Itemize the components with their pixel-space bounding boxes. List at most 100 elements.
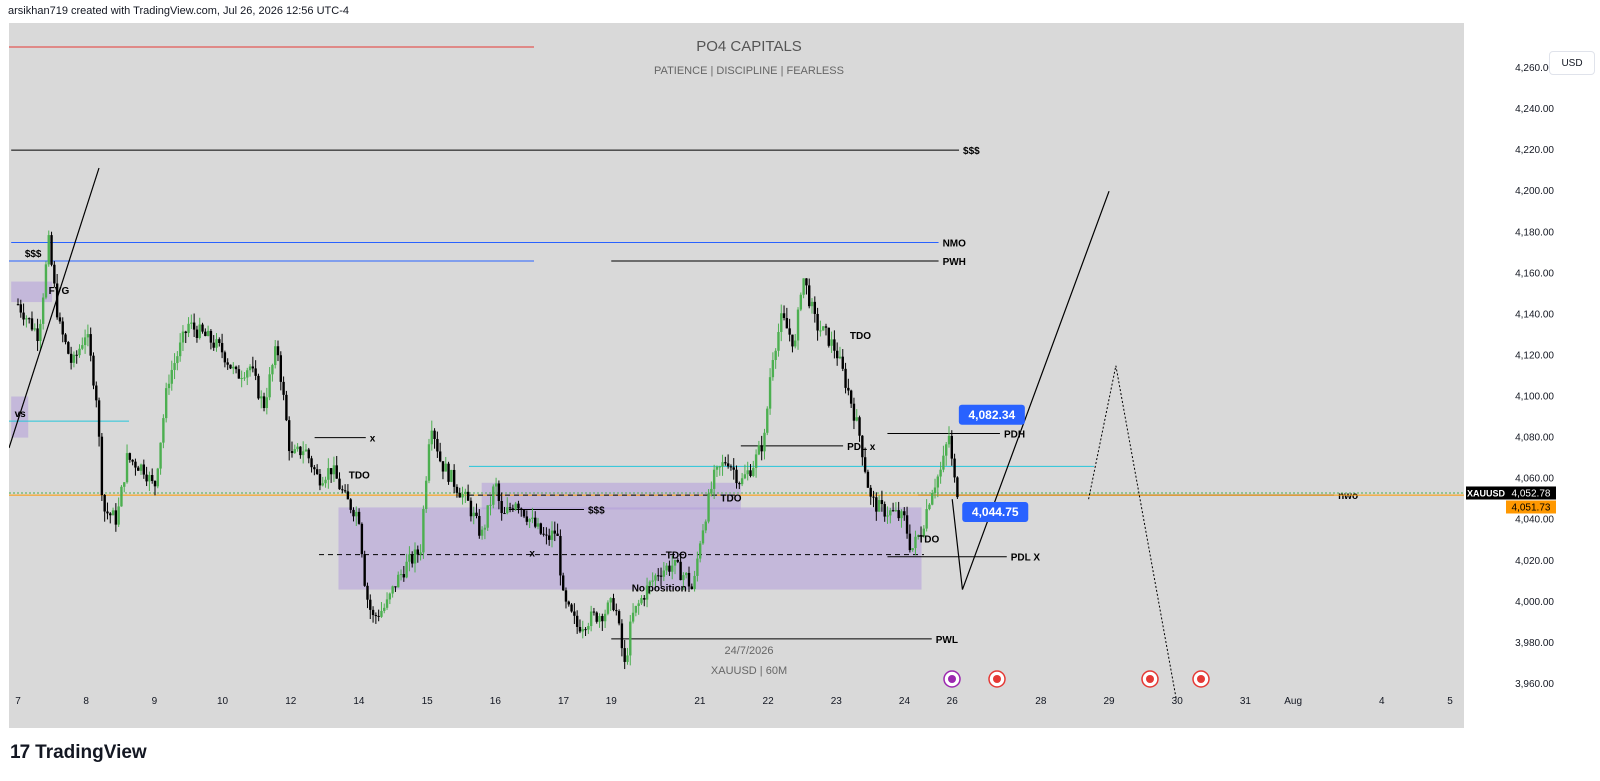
candle-body: [41, 297, 45, 324]
candle-body: [374, 615, 378, 617]
tradingview-brand[interactable]: 17 TradingView: [10, 742, 147, 764]
candle-body: [67, 342, 70, 354]
candle-body: [886, 515, 889, 517]
candle-body: [561, 575, 565, 591]
candle-body: [237, 369, 241, 379]
candle-body: [743, 474, 747, 479]
candle-body: [869, 487, 872, 497]
candle-body: [514, 503, 517, 510]
candle-body: [559, 535, 562, 576]
candle-body: [260, 396, 263, 399]
attribution-text: arsikhan719 created with TradingView.com…: [8, 5, 349, 17]
time-tick-label: Aug: [1284, 696, 1302, 707]
candle-body: [377, 615, 380, 617]
candle-body: [413, 549, 417, 564]
candle-body: [816, 313, 819, 331]
projection-path: [951, 190, 1110, 590]
candle-body: [676, 559, 680, 562]
chart-area[interactable]: $$$ NMO PWH PDH PDL x PDL X PWL $$$ x nwo TDO TDO T…: [9, 23, 1595, 728]
candle-body: [30, 318, 34, 330]
candle-body: [794, 340, 797, 347]
candle-body: [704, 521, 707, 531]
candle-body: [117, 506, 120, 525]
candle-body: [785, 318, 789, 329]
candle-body: [299, 446, 302, 456]
candle-body: [176, 356, 179, 364]
price-tick-label: 3,960.00: [1515, 679, 1554, 690]
chart-annotation: vs: [15, 409, 27, 420]
candle-body: [483, 527, 487, 530]
candle-body: [858, 417, 861, 436]
candle-body: [419, 552, 422, 555]
candle-body: [835, 350, 839, 359]
candle-body: [150, 475, 154, 481]
candle-body: [682, 575, 685, 581]
candle-body: [81, 345, 84, 349]
candle-body: [123, 482, 126, 487]
candle-body: [497, 483, 501, 501]
candle-body: [489, 504, 492, 506]
price-tick-label: 4,160.00: [1515, 268, 1554, 279]
candle-body: [819, 330, 822, 332]
time-axis-bg: [9, 698, 1464, 728]
candle-body: [701, 530, 705, 544]
candle-body: [657, 575, 660, 577]
candle-body: [461, 493, 464, 498]
candle-body: [366, 585, 369, 600]
candle-body: [75, 354, 78, 356]
candle-body: [399, 574, 403, 576]
candle-body: [486, 505, 489, 528]
candle-body: [919, 535, 923, 537]
candle-body: [531, 517, 534, 520]
candle-body: [78, 348, 81, 356]
currency-button[interactable]: USD: [1549, 51, 1595, 75]
candle-body: [436, 438, 439, 452]
candle-body: [637, 603, 640, 606]
candle-body: [724, 462, 727, 464]
watermark: PO4 CAPITALS PATIENCE | DISCIPLINE | FEAR…: [654, 38, 844, 677]
price-tick-label: 4,260.00: [1515, 63, 1554, 74]
candle-body: [712, 469, 716, 489]
candle-body: [167, 383, 171, 389]
candle-body: [86, 334, 90, 338]
time-tick-label: 4: [1379, 696, 1385, 707]
candle-body: [517, 503, 520, 509]
candle-body: [452, 469, 456, 487]
candle-body: [301, 451, 305, 456]
candle-body: [629, 621, 632, 656]
candle-body: [47, 235, 50, 265]
chart-annotation: TDO: [349, 471, 370, 482]
candle-body: [548, 535, 551, 540]
price-tick-label: 4,020.00: [1515, 556, 1554, 567]
current-price-tag: [1506, 486, 1556, 500]
candle-body: [567, 601, 570, 605]
level-label: $$$: [588, 505, 605, 516]
candle-body: [715, 466, 719, 470]
candle-body: [768, 377, 772, 409]
candle-body: [103, 494, 106, 512]
candle-body: [411, 554, 414, 564]
candle-body: [153, 480, 157, 487]
chart-annotation: TDO: [850, 331, 871, 342]
candle-body: [721, 462, 724, 467]
candle-body: [469, 500, 473, 517]
candle-body: [746, 470, 749, 475]
candle-body: [578, 626, 582, 632]
candle-body: [44, 264, 48, 298]
candle-body: [472, 512, 475, 517]
candle-body: [195, 329, 199, 338]
candle-body: [592, 611, 596, 613]
candle-body: [276, 346, 280, 356]
candle-body: [55, 283, 59, 318]
candle-body: [782, 313, 786, 319]
candle-body: [310, 458, 313, 468]
candle-body: [215, 339, 218, 348]
level-label: $$$: [963, 146, 980, 157]
candle-body: [668, 565, 671, 572]
candle-body: [900, 511, 903, 519]
annotations-layer: TDO TDO TDO TDO TDO $$$ FVG vs No position x 4,082…: [15, 249, 1029, 595]
candle-body: [128, 453, 132, 460]
time-tick-label: 21: [694, 696, 706, 707]
candle-body: [520, 508, 523, 510]
